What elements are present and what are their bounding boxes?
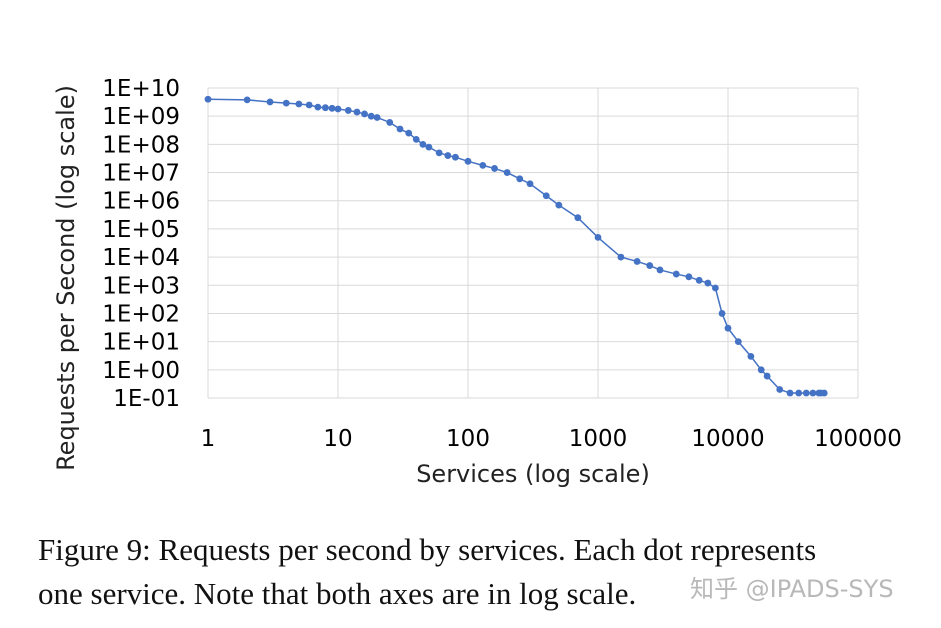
x-axis-title: Services (log scale)	[416, 460, 650, 488]
y-tick-label: 1E+01	[102, 330, 180, 356]
series-requests	[204, 95, 828, 397]
data-point	[361, 110, 368, 118]
series-line	[207, 98, 825, 394]
data-point	[419, 140, 427, 148]
y-tick-label: 1E+04	[102, 245, 180, 271]
data-point	[763, 372, 771, 380]
data-point	[444, 152, 452, 159]
figure-caption: Figure 9: Requests per second by service…	[38, 528, 928, 616]
x-tick-labels: 1 10 100 1000 10000 100000	[201, 426, 902, 452]
data-point	[295, 100, 303, 108]
x-tick-label: 100	[446, 426, 490, 452]
data-point	[718, 310, 726, 317]
data-point	[594, 233, 602, 241]
data-point	[786, 389, 794, 397]
y-tick-label: 1E+05	[102, 217, 180, 243]
data-point	[334, 105, 342, 113]
data-point	[491, 165, 498, 172]
watermark: 知乎 @IPADS-SYS	[690, 575, 894, 603]
data-point	[617, 253, 625, 261]
data-point	[776, 386, 784, 393]
x-tick-label: 100000	[814, 426, 902, 452]
data-point	[542, 192, 550, 200]
data-point	[266, 98, 274, 106]
data-point	[305, 101, 313, 109]
y-tick-label: 1E+09	[102, 104, 180, 130]
y-tick-label: 1E-01	[113, 386, 180, 412]
y-axis-title: Requests per Second (log scale)	[52, 85, 80, 471]
y-tick-label: 1E+03	[102, 273, 180, 299]
caption-line-1: Figure 9: Requests per second by service…	[38, 532, 817, 567]
data-point	[435, 149, 443, 157]
data-point	[353, 108, 361, 116]
data-point	[574, 214, 582, 222]
data-point	[646, 262, 654, 269]
data-point	[747, 352, 755, 360]
data-point	[464, 157, 472, 165]
data-point	[795, 389, 803, 397]
data-point	[555, 201, 563, 209]
data-point	[367, 112, 375, 120]
data-point	[328, 104, 336, 112]
y-tick-label: 1E+08	[102, 132, 180, 158]
caption-line-2: one service. Note that both axes are in …	[38, 576, 637, 611]
data-point	[526, 180, 534, 188]
x-tick-label: 1	[201, 426, 216, 452]
data-point	[672, 270, 680, 278]
data-point	[712, 284, 719, 292]
data-point	[344, 107, 352, 114]
data-point	[282, 99, 290, 107]
data-point	[802, 389, 810, 397]
data-point	[685, 273, 693, 281]
data-point	[412, 136, 420, 143]
data-point	[204, 95, 212, 103]
grid	[207, 87, 859, 399]
data-point	[452, 153, 459, 161]
x-tick-label: 10	[323, 426, 352, 452]
x-tick-label: 1000	[569, 426, 628, 452]
data-point	[820, 389, 828, 397]
data-point	[314, 103, 322, 111]
y-tick-label: 1E+07	[102, 161, 180, 187]
y-tick-label: 1E+00	[102, 358, 180, 384]
data-point	[405, 129, 413, 137]
data-point	[656, 266, 664, 274]
y-tick-label: 1E+02	[102, 301, 180, 327]
y-tick-label: 1E+10	[102, 76, 180, 102]
data-point	[757, 366, 765, 374]
data-point	[695, 276, 703, 284]
data-point	[516, 175, 524, 183]
x-tick-label: 10000	[691, 426, 764, 452]
data-point	[373, 114, 381, 121]
data-point	[724, 324, 732, 332]
y-tick-label: 1E+06	[102, 189, 180, 215]
data-point	[503, 169, 511, 176]
data-point	[809, 389, 817, 397]
data-point	[704, 279, 712, 287]
data-point	[479, 161, 487, 169]
data-point	[243, 96, 251, 104]
data-point	[734, 338, 742, 346]
data-point	[633, 258, 641, 265]
data-point	[386, 119, 394, 126]
data-point	[322, 104, 329, 112]
data-point	[396, 125, 404, 133]
data-point	[425, 143, 433, 151]
